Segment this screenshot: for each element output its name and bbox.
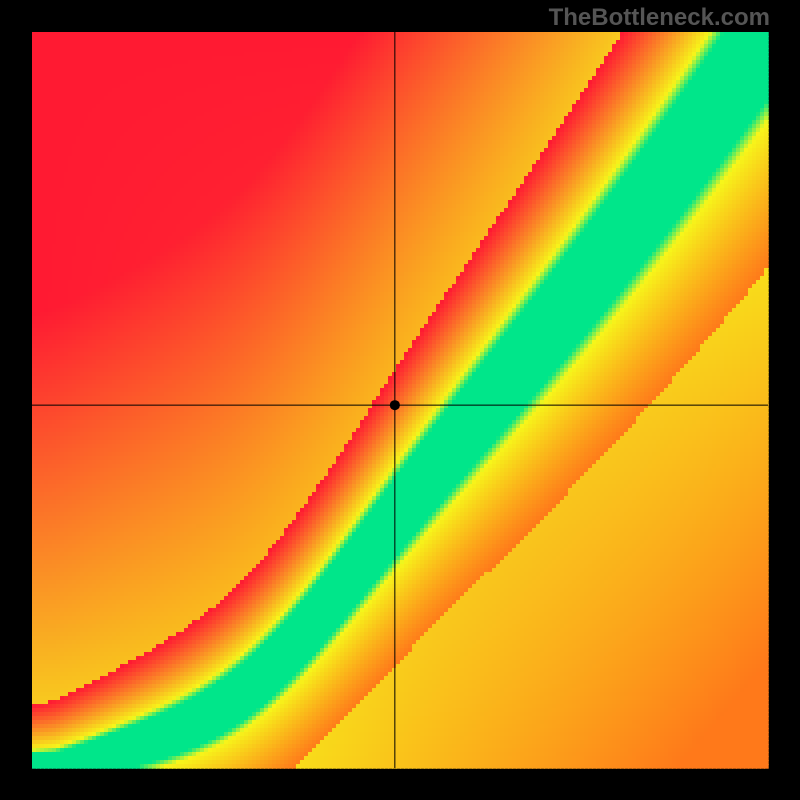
bottleneck-heatmap [0, 0, 800, 800]
watermark-text: TheBottleneck.com [549, 4, 770, 32]
chart-container: TheBottleneck.com [0, 0, 800, 800]
